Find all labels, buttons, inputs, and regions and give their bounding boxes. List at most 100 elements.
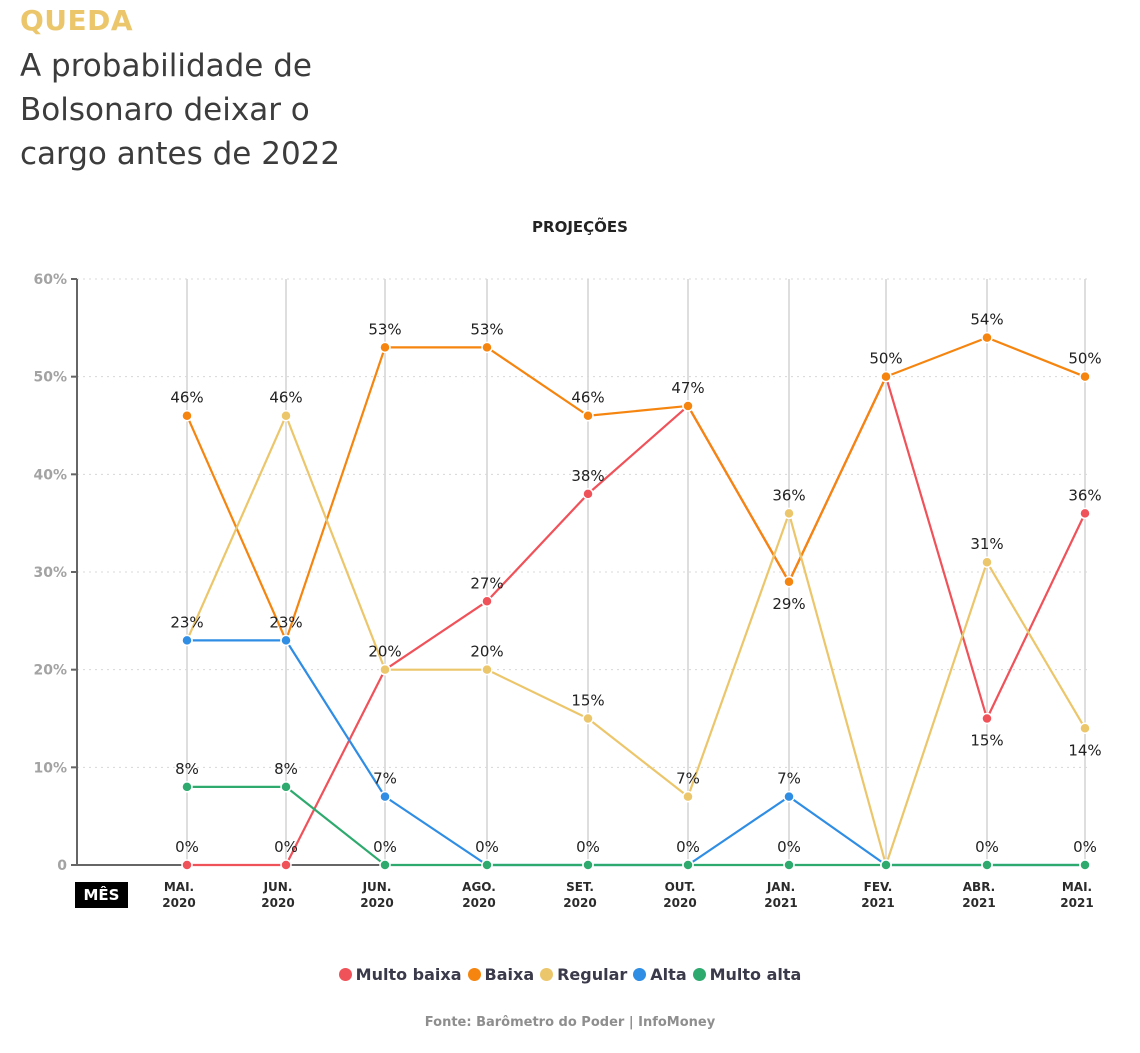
data-label: 20% [470, 643, 503, 661]
y-tick-label: 10% [33, 760, 67, 776]
data-label: 50% [1068, 350, 1101, 368]
data-label: 20% [368, 643, 401, 661]
data-point-baixa [1079, 370, 1091, 383]
legend: Multo baixa Baixa Regular Alta Multo alta [0, 965, 1140, 984]
headline-line-1: A probabilidade de [20, 48, 312, 84]
x-tick-label-year: 2020 [261, 896, 294, 910]
data-label: 54% [970, 311, 1003, 329]
data-label: 0% [475, 838, 499, 856]
data-label: 23% [170, 613, 203, 631]
data-label: 15% [571, 692, 604, 710]
legend-item: Regular [540, 965, 627, 984]
x-tick-label-month: FEV. [864, 880, 893, 894]
data-label: 0% [274, 838, 298, 856]
x-tick-label-month: MAI. [1062, 880, 1092, 894]
data-point-multo-baixa [582, 488, 594, 500]
legend-item: Alta [633, 965, 687, 984]
data-label: 53% [368, 320, 401, 338]
data-point-alta [783, 790, 795, 803]
x-tick-label-year: 2020 [462, 896, 495, 910]
data-label: 50% [869, 350, 902, 368]
chart-title: PROJEÇÕES [532, 217, 628, 236]
x-tick-label-year: 2020 [360, 896, 393, 910]
data-label: 0% [576, 838, 600, 856]
x-tick-label-year: 2021 [1060, 896, 1093, 910]
x-tick-label-month: OUT. [665, 880, 696, 894]
data-point-alta [280, 634, 292, 647]
headline: A probabilidade de Bolsonaro deixar o ca… [20, 44, 400, 176]
data-point-baixa [880, 370, 892, 383]
data-label: 47% [671, 379, 704, 397]
data-label: 7% [777, 770, 801, 788]
y-tick-label: 30% [33, 565, 67, 581]
data-point-multo-alta [880, 859, 892, 871]
legend-dot-icon [338, 968, 352, 981]
x-tick-label-month: ABR. [963, 880, 995, 894]
data-point-baixa [181, 409, 193, 422]
x-axis-title: MÊS [75, 882, 128, 908]
legend-label: Multo baixa [355, 965, 462, 984]
y-tick-label: 0 [57, 858, 67, 874]
data-label: 0% [676, 838, 700, 856]
data-point-baixa [582, 409, 594, 422]
data-point-multo-baixa [280, 859, 292, 871]
data-label: 53% [470, 320, 503, 338]
data-label: 38% [571, 467, 604, 485]
data-label: 46% [571, 389, 604, 407]
data-label: 31% [970, 535, 1003, 553]
y-tick-label: 40% [33, 467, 67, 483]
legend-item: Baixa [467, 965, 534, 984]
x-tick-label-year: 2020 [162, 896, 195, 910]
legend-dot-icon [540, 968, 554, 981]
data-label: 0% [777, 838, 801, 856]
headline-line-2: Bolsonaro deixar o [20, 92, 310, 128]
x-tick-label-month: JUN. [263, 880, 293, 894]
data-point-baixa [783, 576, 795, 588]
data-point-multo-alta [981, 859, 993, 871]
kicker: QUEDA [20, 4, 134, 37]
data-point-regular [1079, 722, 1091, 735]
data-point-regular [981, 556, 993, 568]
data-point-regular [582, 712, 594, 725]
data-point-multo-baixa [981, 712, 993, 725]
legend-dot-icon [467, 968, 481, 981]
data-label: 0% [975, 838, 999, 856]
x-tick-label-year: 2021 [861, 896, 894, 910]
series-line-multo-baixa [187, 375, 1086, 867]
data-label: 46% [269, 389, 302, 407]
x-tick-label-month: MAI. [164, 880, 194, 894]
y-tick-label: 60% [33, 272, 67, 288]
data-label: 36% [772, 486, 805, 504]
data-point-regular [481, 663, 493, 676]
data-point-multo-baixa [181, 859, 193, 871]
x-tick-label-month: AGO. [462, 880, 496, 894]
data-point-multo-alta [1079, 859, 1091, 871]
legend-item: Multo baixa [338, 965, 462, 984]
source-note: Fonte: Barômetro do Poder | InfoMoney [424, 1015, 716, 1030]
series-line-regular [185, 414, 1086, 867]
legend-label: Multo alta [709, 965, 802, 984]
data-point-multo-baixa [481, 595, 493, 608]
data-point-baixa [481, 341, 493, 354]
legend-dot-icon [633, 968, 647, 981]
series-line-multo-alta [187, 785, 1085, 867]
series-line-baixa [185, 336, 1086, 642]
data-label: 29% [772, 595, 805, 613]
data-point-multo-alta [582, 859, 594, 871]
data-label: 0% [1073, 838, 1097, 856]
x-tick-label-year: 2020 [563, 896, 596, 910]
legend-dot-icon [692, 968, 706, 981]
data-label: 7% [373, 770, 397, 788]
data-label: 15% [970, 732, 1003, 750]
legend-label: Alta [650, 965, 687, 984]
data-label: 0% [373, 838, 397, 856]
data-label: 8% [175, 760, 199, 778]
headline-line-3: cargo antes de 2022 [20, 136, 341, 172]
data-point-regular [280, 409, 292, 422]
data-label: 0% [175, 838, 199, 856]
y-tick-label: 50% [33, 370, 67, 386]
data-point-baixa [379, 341, 391, 354]
data-point-baixa [981, 331, 993, 344]
data-label: 23% [269, 613, 302, 631]
